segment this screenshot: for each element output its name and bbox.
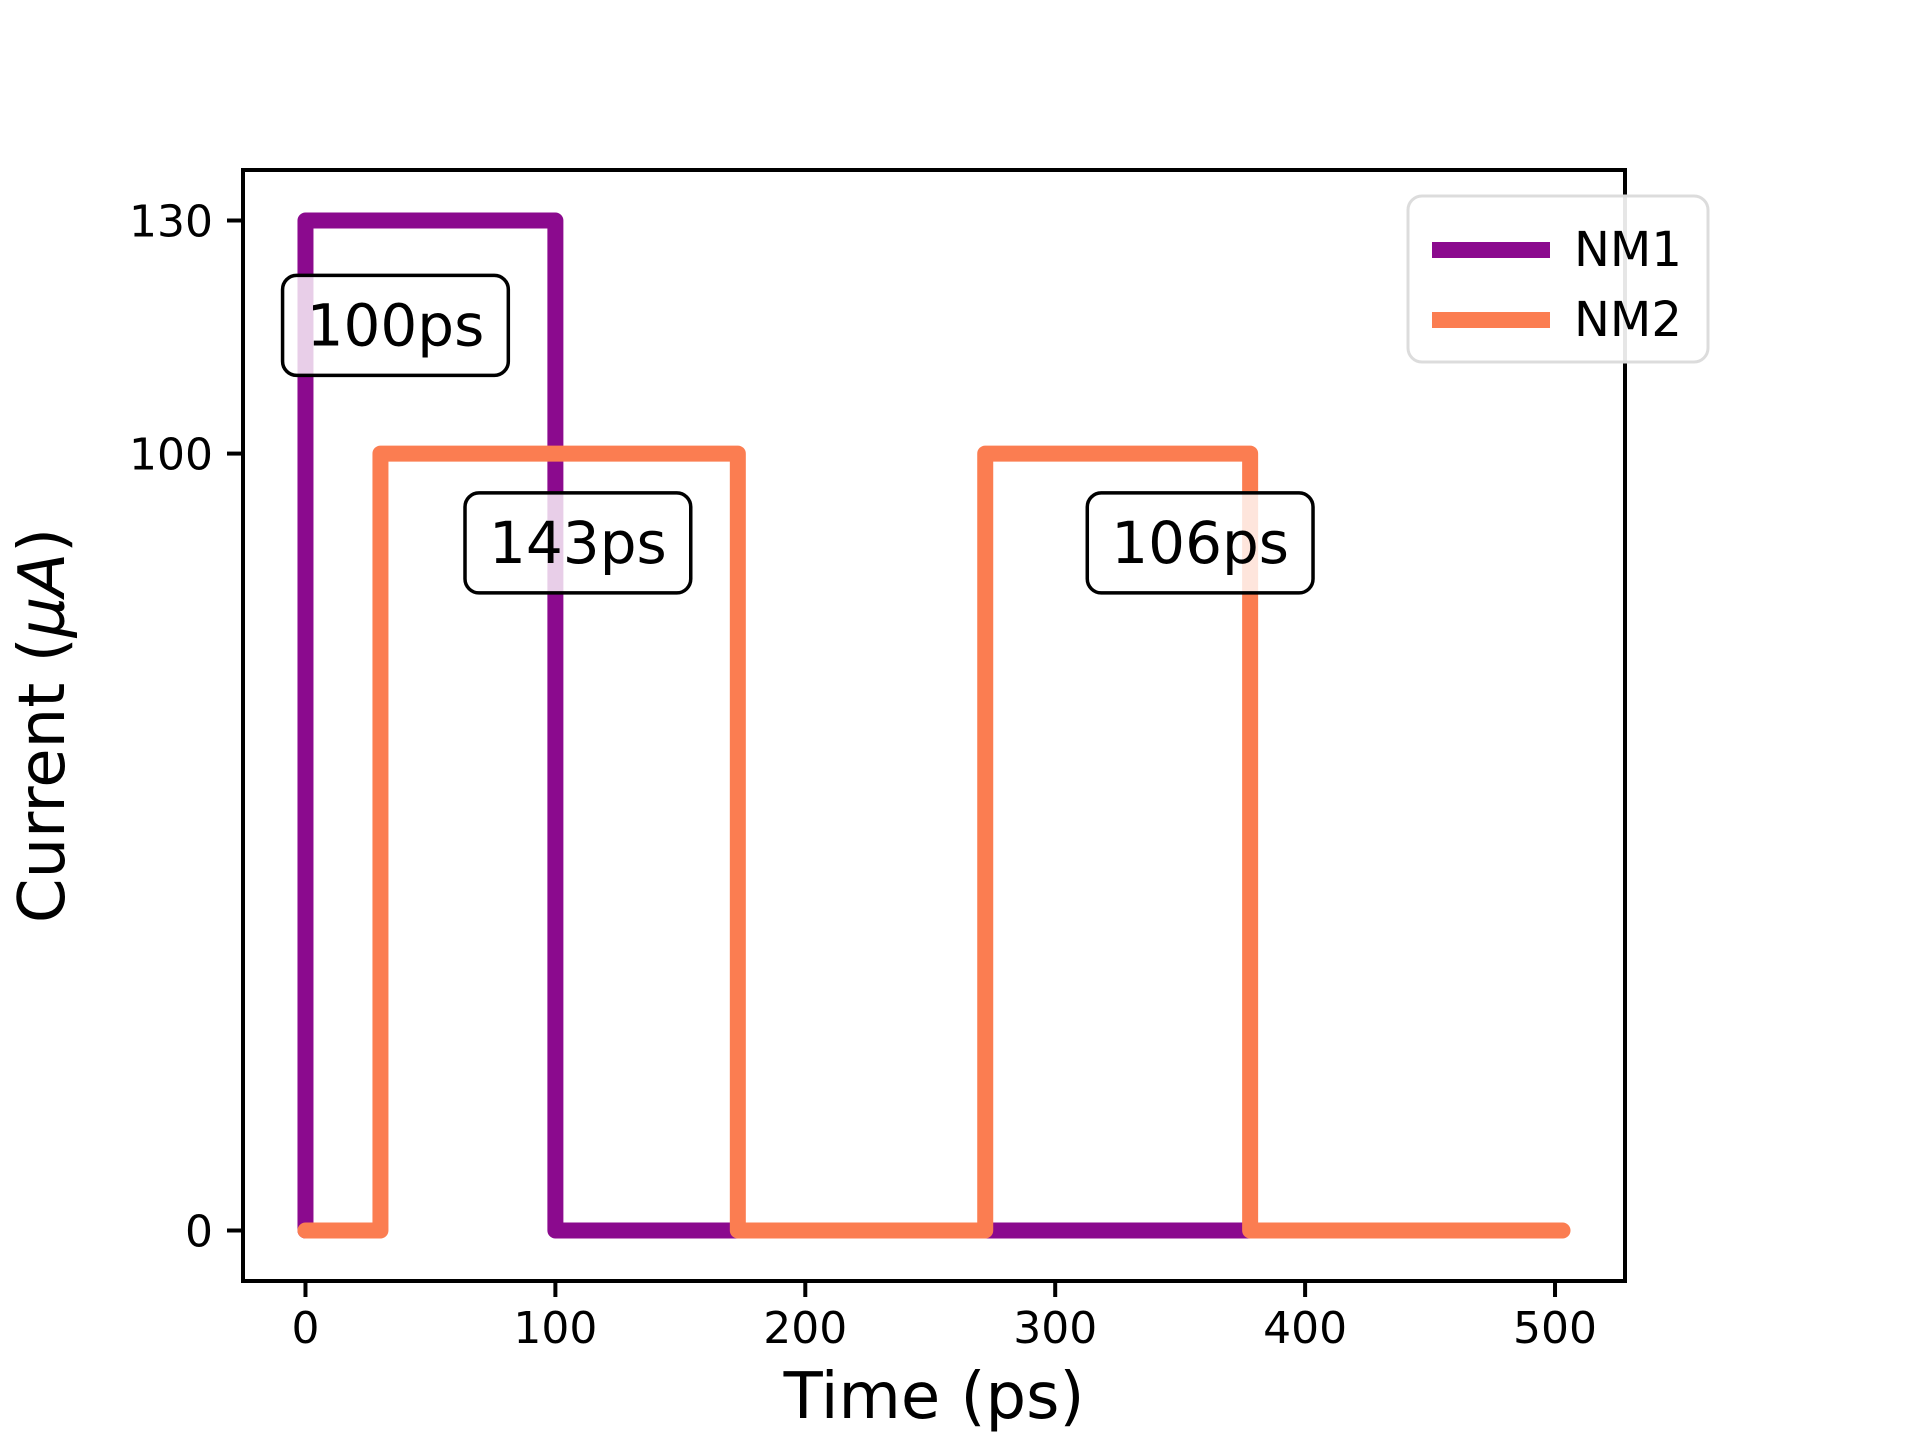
annotation-143ps: 143ps xyxy=(463,491,693,595)
annotation-text: 106ps xyxy=(1111,509,1289,577)
annotation-text: 143ps xyxy=(489,509,667,577)
x-tick-label: 0 xyxy=(291,1303,319,1354)
annotation-box xyxy=(1085,491,1315,595)
x-tick-label: 400 xyxy=(1263,1303,1347,1354)
x-axis-label: Time (ps) xyxy=(783,1360,1085,1434)
x-tick-label: 100 xyxy=(513,1303,597,1354)
legend-label-NM2: NM2 xyxy=(1574,292,1682,348)
x-tick-label: 500 xyxy=(1513,1303,1597,1354)
x-tick-label: 200 xyxy=(763,1303,847,1354)
annotation-100ps: 100ps xyxy=(280,273,511,378)
annotation-box xyxy=(280,273,511,378)
axes-frame xyxy=(241,168,1627,1283)
annotation-106ps: 106ps xyxy=(1085,491,1315,595)
y-tick-label: 100 xyxy=(129,430,213,481)
legend-label-NM1: NM1 xyxy=(1574,222,1682,278)
series-line-NM2 xyxy=(297,445,1571,1239)
annotation-text: 100ps xyxy=(307,291,485,359)
y-tick-label: 130 xyxy=(129,197,213,248)
x-tick-label: 300 xyxy=(1013,1303,1097,1354)
annotation-box xyxy=(463,491,693,595)
y-tick-label: 0 xyxy=(185,1207,213,1258)
y-axis-label: Current (µA) xyxy=(6,528,80,923)
